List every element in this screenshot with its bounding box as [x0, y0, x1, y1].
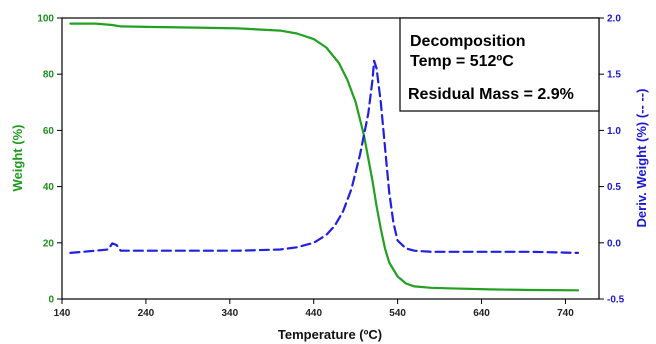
y-right-tick-label: 1.0	[607, 126, 621, 137]
x-tick-label: 640	[473, 308, 490, 319]
x-tick-label: 740	[557, 308, 574, 319]
left-axis-title: Weight (%)	[10, 125, 25, 192]
y-left-tick-label: 100	[37, 14, 54, 25]
annotation-line-2: Temp = 512ºC	[410, 53, 514, 70]
y-right-tick-label: 0.0	[607, 238, 621, 249]
annotation-line-3: Residual Mass = 2.9%	[408, 86, 574, 103]
y-right-tick-label: -0.5	[607, 295, 625, 306]
series-layer	[69, 22, 580, 292]
x-tick-label: 340	[221, 308, 238, 319]
y-left-tick-label: 20	[43, 238, 55, 249]
plot-frame	[61, 17, 600, 300]
x-axis-title: Temperature (ºC)	[278, 327, 382, 342]
annotation-box: Decomposition Temp = 512ºC Residual Mass…	[399, 17, 600, 112]
y-right-tick-label: 1.5	[607, 70, 621, 81]
right-axis-ticks: -0.5 0.0 0.5 1.0 1.5 2.0	[599, 14, 625, 306]
right-axis-title: Deriv. Weight (%) (-- --)	[634, 89, 649, 228]
x-tick-label: 240	[138, 308, 155, 319]
x-tick-label: 140	[54, 308, 71, 319]
x-tick-label: 540	[389, 308, 406, 319]
x-tick-label: 440	[305, 308, 322, 319]
derivative-weight-line	[69, 59, 580, 254]
y-left-tick-label: 80	[43, 70, 55, 81]
y-right-tick-label: 0.5	[607, 182, 621, 193]
y-left-tick-label: 40	[43, 182, 55, 193]
y-right-tick-label: 2.0	[607, 14, 621, 25]
annotation-line-1: Decomposition	[410, 33, 526, 50]
left-axis-ticks: 0 20 40 60 80 100	[37, 14, 62, 306]
y-left-tick-label: 0	[48, 295, 54, 306]
annotation-frame	[399, 17, 600, 112]
y-left-tick-label: 60	[43, 126, 55, 137]
bottom-axis-ticks: 140 240 340 440 540 640 740	[54, 299, 574, 319]
